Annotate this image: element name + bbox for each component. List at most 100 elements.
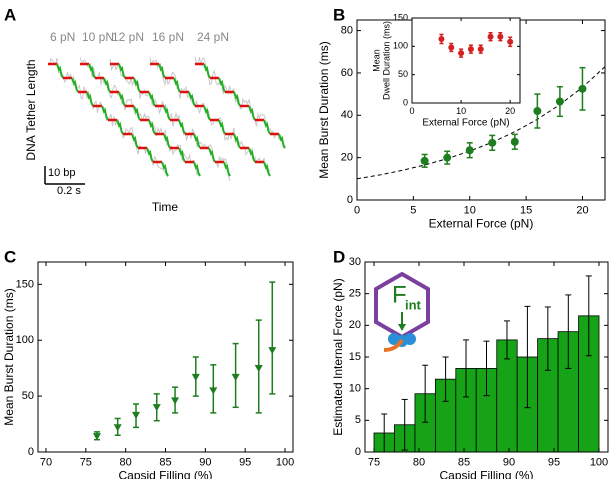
noisy-trace [79, 57, 201, 176]
error-bar [503, 320, 510, 360]
trace-label: 10 pN [82, 30, 114, 44]
trace-label: 16 pN [152, 30, 184, 44]
marker [231, 373, 240, 382]
x-tick-label: 0 [409, 106, 414, 116]
burst [158, 63, 166, 79]
fit-curve [356, 66, 606, 180]
burst [118, 91, 126, 107]
y-axis-label: Mean Burst Duration (ms) [317, 41, 331, 178]
y-tick-label: 50 [22, 390, 34, 402]
burst [148, 119, 156, 135]
marker [113, 424, 122, 432]
marker [510, 137, 519, 146]
motor [404, 333, 416, 345]
burst [193, 161, 201, 177]
burst [178, 119, 186, 135]
burst [71, 77, 79, 93]
x-tick-label: 90 [503, 456, 515, 468]
scale-y-label: 10 bp [48, 167, 76, 179]
burst [203, 105, 211, 121]
burst [233, 91, 241, 107]
y-axis-label: Dwell Duration (ms) [381, 21, 391, 100]
marker [132, 411, 141, 420]
error-bar [544, 306, 551, 371]
marker [458, 50, 465, 57]
axes-frame [37, 261, 294, 453]
y-tick-label: 100 [16, 334, 34, 346]
dna-tail [383, 338, 404, 352]
x-tick-label: 100 [590, 456, 608, 468]
error-bar [463, 339, 470, 398]
capsid-icon: F int [374, 271, 430, 352]
marker [448, 44, 455, 51]
burst [148, 91, 156, 107]
y-tick-label: 20 [341, 152, 353, 164]
burst [163, 105, 171, 121]
y-tick-label: 150 [16, 278, 34, 290]
x-tick-label: 75 [80, 456, 92, 468]
burst [188, 91, 196, 107]
burst [193, 133, 201, 149]
error-bar [565, 294, 572, 369]
marker [171, 397, 180, 405]
burst [233, 133, 241, 149]
panel-label: D [333, 247, 345, 266]
burst [88, 63, 96, 79]
burst [263, 119, 271, 135]
burst [263, 161, 271, 177]
y-axis-label: Mean [371, 49, 381, 72]
y-axis-label: Estimated Internal Force (pN) [331, 278, 345, 435]
x-axis-label: External Force (pN) [422, 117, 509, 128]
x-axis-label: Capsid Filling (%) [118, 468, 212, 479]
marker [152, 404, 161, 412]
burst [56, 63, 64, 79]
y-tick-label: 40 [341, 109, 353, 121]
marker [92, 433, 101, 441]
burst [218, 77, 226, 93]
burst [208, 147, 216, 163]
scale-x-label: 0.2 s [57, 185, 81, 197]
marker [420, 156, 429, 165]
marker [507, 38, 514, 45]
trace-label: 24 pN [197, 30, 229, 44]
x-tick-label: 10 [464, 204, 476, 216]
y-tick-label: 80 [341, 24, 353, 36]
y-tick-label: 0 [403, 97, 408, 107]
marker [191, 373, 200, 382]
trace-label: 6 pN [50, 30, 75, 44]
x-tick-label: 90 [199, 456, 211, 468]
y-axis-label: DNA Tether Length [24, 59, 38, 160]
burst [163, 133, 171, 149]
marker [268, 347, 277, 355]
burst [133, 105, 141, 121]
burst [86, 91, 94, 107]
error-bar [381, 413, 388, 453]
marker [533, 107, 542, 116]
x-axis-label: Capsid Filling (%) [439, 468, 533, 479]
burst [103, 77, 111, 93]
arrow-head [398, 324, 406, 331]
burst [203, 63, 211, 79]
burst [248, 105, 256, 121]
error-bar [422, 364, 429, 423]
burst [118, 63, 126, 79]
y-tick-label: 0 [28, 446, 34, 458]
marker [578, 84, 587, 93]
marker [209, 387, 218, 395]
y-tick-label: 25 [349, 288, 361, 300]
y-tick-label: 150 [393, 12, 408, 22]
error-bar [585, 275, 592, 357]
x-tick-label: 95 [239, 456, 251, 468]
x-axis-label: Time [152, 200, 179, 214]
y-tick-label: 10 [349, 383, 361, 395]
x-tick-label: 80 [120, 456, 132, 468]
burst [173, 77, 181, 93]
burst [218, 119, 226, 135]
marker [497, 33, 504, 40]
marker [443, 153, 452, 162]
marker [465, 146, 474, 155]
x-axis-label: External Force (pN) [429, 216, 534, 230]
x-tick-label: 10 [456, 106, 466, 116]
y-tick-label: 50 [398, 69, 408, 79]
